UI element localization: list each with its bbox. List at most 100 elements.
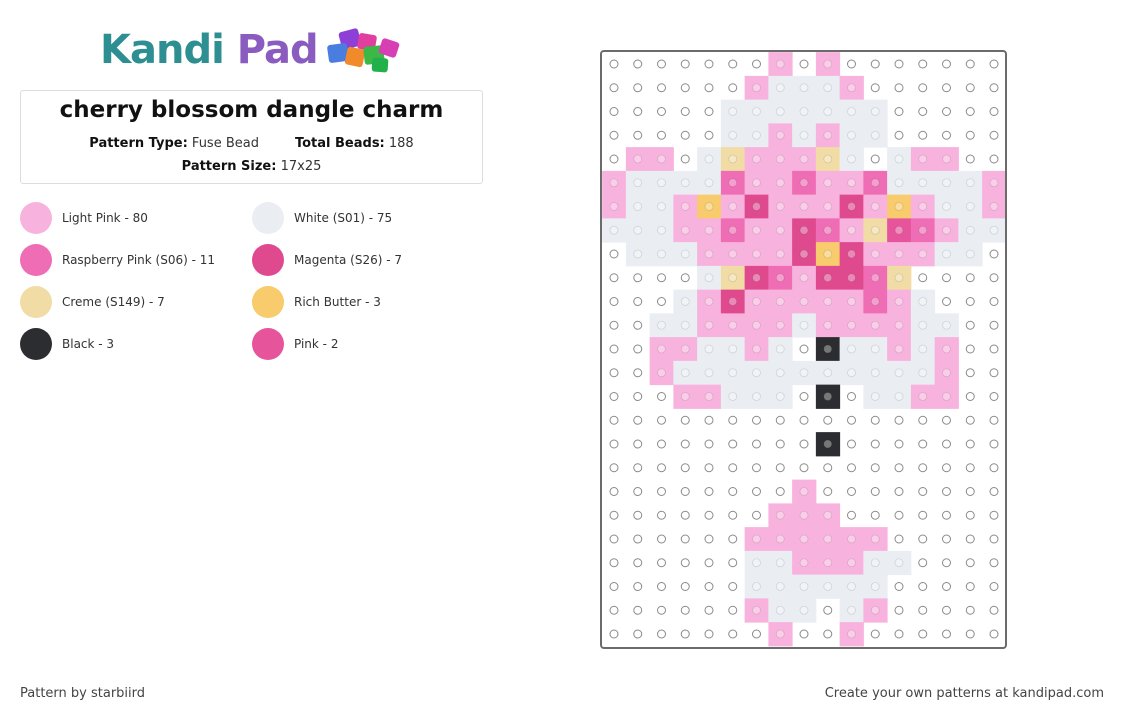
empty-peg [609,463,619,473]
bead [744,360,769,386]
color-swatch [20,202,52,234]
bead [910,242,936,267]
bead [815,52,841,77]
bead [744,337,769,362]
legend-item: Light Pink - 80 [20,202,240,236]
empty-peg [870,439,880,449]
bead [649,313,674,338]
empty-peg [989,107,999,116]
bead [720,313,746,338]
bead [744,289,769,314]
empty-peg [609,154,619,164]
empty-peg [942,415,951,425]
bead [887,265,912,291]
empty-peg [609,510,619,520]
empty-peg [942,558,951,568]
bead [958,242,983,267]
bead [792,147,817,172]
empty-peg [633,344,643,354]
bead [815,432,841,457]
empty-peg [752,510,761,520]
empty-peg [965,510,975,520]
empty-peg [728,83,738,93]
bead [815,242,841,267]
empty-peg [680,107,690,116]
bead [815,170,841,196]
empty-peg [633,320,643,330]
empty-peg [657,59,666,69]
pattern-size-value: 17x25 [280,159,322,174]
bead [792,503,817,528]
empty-peg [918,463,928,473]
bead [910,147,936,172]
bead [815,337,841,362]
bead [768,550,793,576]
bead [697,313,722,338]
pattern-type-label: Pattern Type: [89,136,188,151]
empty-peg [847,415,856,425]
empty-peg [728,629,738,639]
empty-peg [942,629,951,639]
bead [839,337,864,362]
empty-peg [680,487,690,496]
bead [768,147,793,172]
legend-label: Pink - 2 [294,337,339,351]
empty-peg [633,368,643,378]
kandipad-logo[interactable]: Kandi Pad [100,24,410,76]
empty-peg [918,415,928,425]
empty-peg [704,582,714,591]
legend-label: Rich Butter - 3 [294,295,381,309]
empty-peg [989,392,999,401]
bead [934,384,959,409]
empty-peg [799,344,809,354]
empty-peg [633,415,643,425]
empty-peg [633,130,643,140]
empty-peg [609,297,619,306]
bead [744,527,769,552]
bead [839,123,864,148]
empty-peg [942,487,951,496]
empty-peg [965,130,975,140]
bead [863,289,888,314]
bead [792,598,817,623]
bead [625,147,651,172]
bead [697,265,722,291]
bead [910,289,936,314]
bead [744,99,769,124]
empty-peg [728,534,738,544]
bead [792,170,817,196]
bead [815,550,841,576]
empty-peg [894,487,904,496]
pattern-size-row: Pattern Size: 17x25 [21,159,482,174]
empty-peg [989,320,999,330]
bead [958,194,983,219]
empty-peg [942,59,951,69]
empty-peg [894,629,904,639]
empty-peg [775,487,785,496]
bead [768,598,793,623]
empty-peg [633,297,643,306]
empty-peg [942,463,951,473]
empty-peg [609,392,619,401]
legend-item: Black - 3 [20,328,240,362]
bead [839,313,864,338]
pattern-info-card: cherry blossom dangle charm Pattern Type… [20,90,483,184]
bead [625,218,651,243]
bead [720,384,746,409]
empty-peg [823,463,833,473]
empty-peg [680,582,690,591]
bead [815,527,841,552]
empty-peg [942,510,951,520]
kandipad-link[interactable]: Create your own patterns at kandipad.com [824,686,1104,701]
empty-peg [680,534,690,544]
empty-peg [633,273,643,283]
empty-peg [894,605,904,615]
empty-peg [942,83,951,93]
empty-peg [657,510,666,520]
bead [602,194,627,219]
empty-peg [633,439,643,449]
bead [744,265,769,291]
bead [863,265,888,291]
empty-peg [870,463,880,473]
bead [697,360,722,386]
